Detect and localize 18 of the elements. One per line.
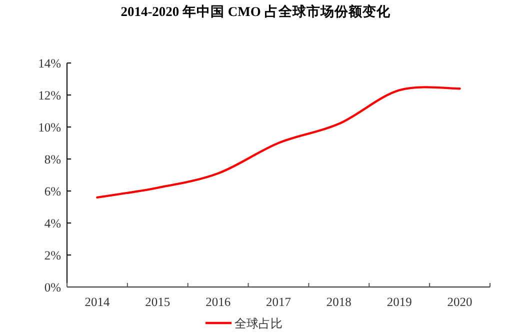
x-tick-label: 2017: [266, 295, 291, 309]
x-tick-label: 2020: [447, 295, 472, 309]
y-tick-label: 8%: [44, 152, 61, 166]
chart-title: 2014-2020 年中国 CMO 占全球市场份额变化: [120, 3, 392, 19]
y-tick-label: 2%: [44, 248, 61, 262]
line-series: [96, 86, 461, 198]
x-tick-label: 2018: [326, 295, 352, 309]
y-tick-label: 14%: [38, 56, 61, 70]
y-tick-label: 0%: [44, 280, 61, 294]
y-tick-label: 10%: [38, 120, 61, 134]
y-tick-label: 6%: [44, 184, 61, 198]
x-tick-label: 2014: [84, 295, 110, 309]
y-tick-label: 12%: [38, 88, 61, 102]
x-tick-label: 2016: [206, 295, 231, 309]
x-tick-label: 2019: [386, 295, 412, 309]
x-tick-label: 2015: [145, 295, 170, 309]
legend-label: 全球占比: [234, 316, 282, 330]
y-tick-label: 4%: [44, 216, 61, 230]
